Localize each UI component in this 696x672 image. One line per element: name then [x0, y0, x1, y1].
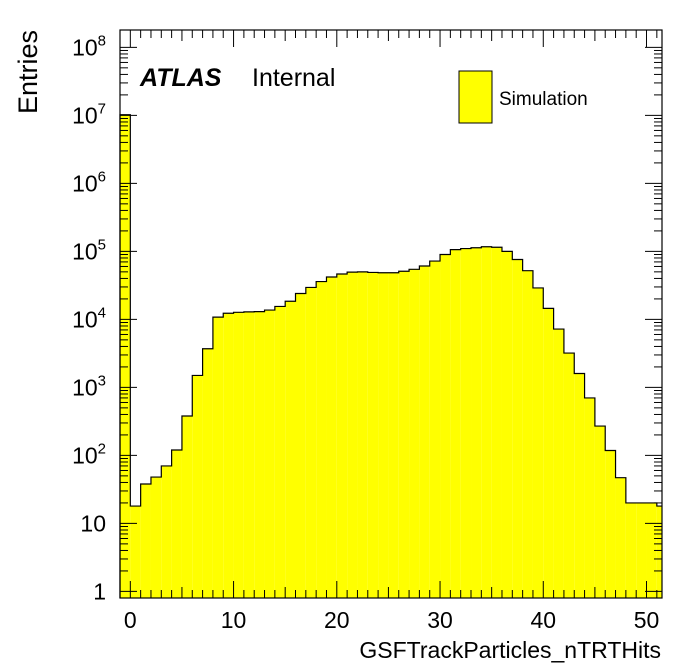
histogram-bar: [254, 311, 265, 598]
histogram-bar: [460, 248, 472, 599]
histogram-bar: [574, 373, 585, 598]
plot-frame: [119, 29, 663, 599]
histogram-bar: [140, 483, 151, 598]
histogram-bar: [316, 281, 327, 598]
histogram-outline: [119, 114, 662, 598]
y-axis-label: Entries: [13, 30, 43, 114]
histogram-bar: [625, 502, 637, 598]
atlas-label-normal: Internal: [252, 64, 335, 92]
histogram-bar: [295, 293, 306, 598]
y-tick-labels: 1 10 102 103 104 105 106 107 108: [72, 32, 106, 604]
histogram-bar: [274, 306, 286, 598]
x-tick-labels: 0 10 20 30 40 50: [124, 607, 659, 633]
y-tick-label: 105: [72, 236, 106, 264]
y-tick-label: 104: [72, 304, 106, 332]
histogram-bar: [512, 259, 523, 598]
histogram-bar: [553, 329, 564, 598]
histogram-bar: [357, 271, 368, 598]
y-tick-label: 102: [72, 440, 106, 468]
y-tick-label: 1: [93, 578, 106, 604]
histogram-bar: [202, 348, 213, 598]
histogram-bar: [605, 450, 616, 598]
histogram-bar: [161, 465, 172, 598]
histogram-bar: [440, 254, 451, 599]
histogram-bar: [347, 272, 358, 598]
histogram-bar: [305, 287, 317, 598]
histogram-bar: [398, 271, 410, 598]
legend-swatch: [458, 70, 493, 124]
histogram-bar: [192, 375, 203, 598]
histogram-bar: [481, 246, 492, 598]
histogram-bar: [429, 261, 441, 598]
histogram-bar: [471, 247, 482, 598]
x-tick-label: 20: [324, 607, 350, 633]
histogram-bar: [233, 312, 244, 598]
legend-label-simulation: Simulation: [499, 89, 588, 110]
histogram-bar: [636, 502, 647, 598]
x-tick-label: 50: [634, 607, 660, 633]
x-tick-label: 10: [221, 607, 247, 633]
histogram-bar: [285, 301, 296, 598]
histogram-bar: [367, 272, 379, 598]
histogram-bar: [326, 277, 337, 598]
histogram-bar: [181, 415, 193, 598]
histogram-bar: [171, 450, 182, 598]
histogram-bar: [615, 477, 626, 598]
x-tick-label: 0: [124, 607, 137, 633]
y-tick-label: 106: [72, 168, 106, 196]
histogram-bars: [120, 114, 662, 599]
x-tick-label: 30: [427, 607, 453, 633]
histogram-bar: [419, 265, 430, 598]
histogram-bar: [378, 272, 389, 598]
y-tick-label: 107: [72, 100, 106, 128]
histogram-bar: [543, 308, 554, 598]
histogram-bar: [150, 477, 162, 598]
histogram-bar: [563, 353, 575, 598]
histogram-bar: [584, 397, 595, 598]
x-tick-label: 40: [530, 607, 556, 633]
histogram-bar: [388, 272, 399, 598]
atlas-label-bold: ATLAS: [139, 64, 222, 92]
histogram-bar: [501, 251, 513, 598]
histogram-bar: [212, 317, 224, 598]
histogram-bar: [409, 269, 420, 598]
histogram-bar: [336, 273, 348, 598]
axis-ticks: [120, 30, 662, 598]
x-axis-label: GSFTrackParticles_nTRTHits: [359, 637, 661, 663]
histogram-bar: [656, 506, 662, 598]
histogram-bar: [532, 287, 544, 598]
y-tick-label: 103: [72, 372, 106, 400]
y-tick-label: 10: [80, 510, 106, 536]
histogram-bar: [491, 247, 502, 599]
histogram-bar: [450, 249, 461, 598]
histogram-bar: [243, 311, 255, 598]
y-tick-label: 108: [72, 32, 106, 60]
histogram-bar: [120, 114, 131, 598]
legend: Simulation: [458, 70, 588, 124]
histogram-bar: [594, 426, 606, 598]
histogram-bar: [264, 310, 275, 598]
histogram-bar: [522, 270, 533, 598]
histogram-bar: [130, 506, 141, 598]
histogram-bar: [223, 313, 234, 598]
histogram-bar: [646, 502, 657, 598]
